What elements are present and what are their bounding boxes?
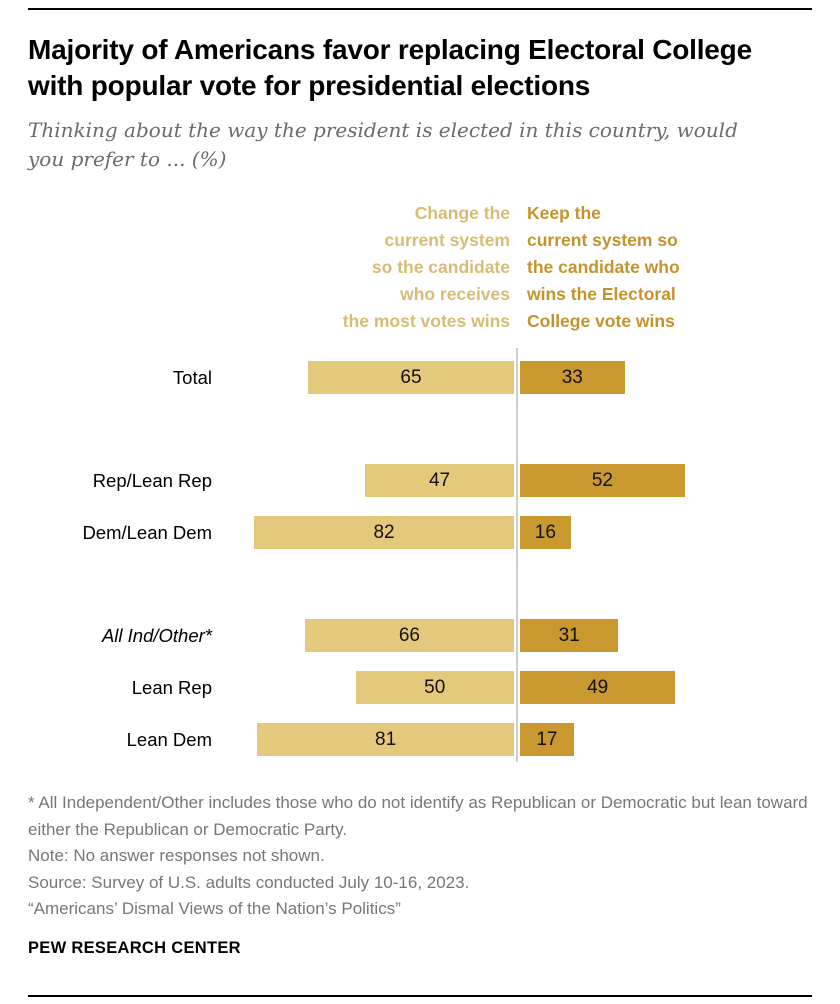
- legend-keep-label: Keep the current system so the candidate…: [527, 203, 680, 331]
- chart: Change the current system so the candida…: [28, 200, 812, 762]
- bar-keep: 49: [520, 671, 676, 704]
- page: Majority of Americans favor replacing El…: [0, 8, 840, 997]
- bar-keep: 16: [520, 516, 571, 549]
- bar-value: 66: [398, 624, 420, 646]
- chart-row: Rep/Lean Rep 47 52: [28, 464, 812, 497]
- bar-change: 65: [307, 361, 514, 394]
- footnote-source: Source: Survey of U.S. adults conducted …: [28, 872, 470, 892]
- footnotes: * All Independent/Other includes those w…: [28, 790, 812, 923]
- bar-keep: 17: [520, 723, 574, 756]
- footnote-note: Note: No answer responses not shown.: [28, 846, 325, 865]
- bar-keep: 33: [520, 361, 625, 394]
- bar-area: 65 33: [218, 361, 812, 394]
- bar-change: 82: [254, 516, 514, 549]
- bar-value: 52: [591, 469, 613, 491]
- bar-change: 66: [304, 619, 514, 652]
- bar-value: 31: [558, 624, 580, 646]
- footnote-asterisk: * All Independent/Other includes those w…: [28, 793, 808, 839]
- bar-area: 66 31: [218, 619, 812, 652]
- top-rule: [28, 8, 812, 10]
- bar-area: 47 52: [218, 464, 812, 497]
- bar-value: 65: [400, 366, 422, 388]
- chart-title: Majority of Americans favor replacing El…: [28, 34, 752, 101]
- bar-value: 82: [373, 521, 395, 543]
- category-label: Rep/Lean Rep: [92, 469, 212, 491]
- bar-change: 47: [365, 464, 514, 497]
- category-label: Total: [172, 366, 212, 388]
- category-label: All Ind/Other*: [101, 624, 212, 646]
- chart-row: Lean Rep 50 49: [28, 671, 812, 704]
- pew-research-center-wordmark: PEW RESEARCH CENTER: [28, 938, 241, 957]
- chart-rows: Total 65 33 Rep/Lean Rep 47 52 Dem/Lean …: [28, 348, 812, 762]
- bar-value: 81: [375, 728, 397, 750]
- bar-area: 50 49: [218, 671, 812, 704]
- bar-change: 81: [257, 723, 514, 756]
- category-label: Lean Dem: [126, 728, 212, 750]
- footnote-report-title: “Americans’ Dismal Views of the Nation’s…: [28, 899, 401, 918]
- chart-subtitle: Thinking about the way the president is …: [28, 118, 738, 171]
- bar-value: 47: [428, 469, 451, 491]
- category-label: Dem/Lean Dem: [82, 521, 212, 543]
- bar-value: 50: [424, 676, 446, 698]
- bar-value: 33: [561, 366, 583, 388]
- chart-row: All Ind/Other* 66 31: [28, 619, 812, 652]
- bar-value: 16: [534, 521, 556, 543]
- chart-row: Dem/Lean Dem 82 16: [28, 516, 812, 549]
- bar-value: 17: [536, 728, 558, 750]
- category-label: Lean Rep: [131, 676, 212, 698]
- bar-keep: 31: [520, 619, 619, 652]
- bar-area: 81 17: [218, 723, 812, 756]
- bar-area: 82 16: [218, 516, 812, 549]
- chart-row: Lean Dem 81 17: [28, 723, 812, 756]
- bottom-rule: [28, 995, 812, 997]
- chart-row: Total 65 33: [28, 361, 812, 394]
- bar-change: 50: [355, 671, 514, 704]
- legend-change-label: Change the current system so the candida…: [342, 203, 510, 331]
- center-axis-line: [516, 348, 518, 762]
- bar-value: 49: [587, 676, 609, 698]
- legend: Change the current system so the candida…: [28, 200, 812, 335]
- bar-keep: 52: [520, 464, 685, 497]
